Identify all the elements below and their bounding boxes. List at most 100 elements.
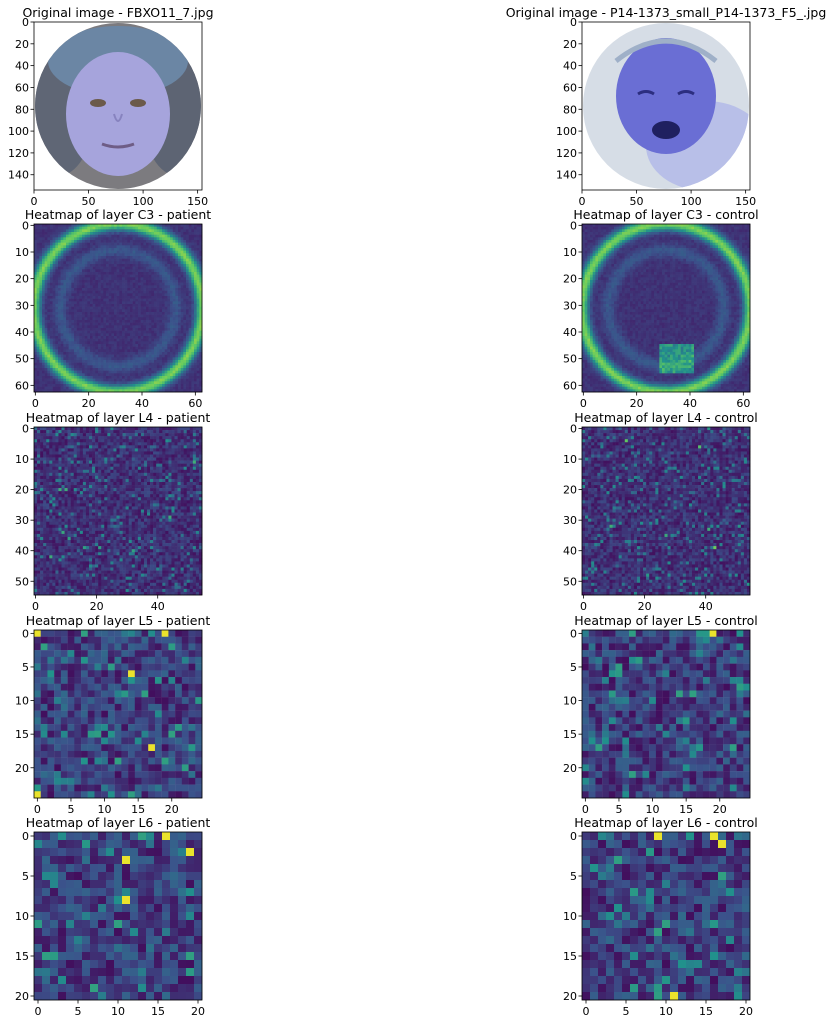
heatmap-cell xyxy=(154,306,157,310)
heatmap-cell xyxy=(140,349,144,353)
heatmap-cell xyxy=(734,258,737,262)
heatmap-cell xyxy=(135,341,139,345)
heatmap-cell xyxy=(87,234,91,238)
heatmap-cell xyxy=(191,290,195,294)
heatmap-cell xyxy=(68,378,72,382)
heatmap-cell xyxy=(103,232,107,235)
heatmap-cell xyxy=(95,322,99,326)
heatmap-cell xyxy=(710,248,713,251)
heatmap-cell xyxy=(662,237,665,241)
heatmap-cell xyxy=(42,309,45,313)
heatmap-cell xyxy=(156,320,160,323)
heatmap-cell xyxy=(199,232,203,235)
heatmap-cell xyxy=(122,370,125,374)
heatmap-cell xyxy=(696,232,700,235)
heatmap-cell xyxy=(592,258,596,262)
heatmap-cell xyxy=(127,312,131,315)
heatmap-cell xyxy=(699,226,703,230)
heatmap-cell xyxy=(611,229,615,233)
heatmap-cell xyxy=(50,333,53,337)
heatmap-cell xyxy=(742,224,745,227)
heatmap-cell xyxy=(90,301,93,305)
heatmap-cell xyxy=(79,301,83,305)
heatmap-cell xyxy=(135,245,139,249)
heatmap-cell xyxy=(130,282,133,286)
heatmap-cell xyxy=(598,226,601,230)
heatmap-cell xyxy=(39,282,43,286)
heatmap-cell xyxy=(130,381,133,385)
heatmap-cell xyxy=(98,357,101,361)
heatmap-cell xyxy=(127,325,131,329)
heatmap-cell xyxy=(90,306,93,310)
heatmap-cell xyxy=(39,264,43,267)
heatmap-cell xyxy=(111,277,115,281)
heatmap-cell xyxy=(68,384,72,387)
heatmap-cell xyxy=(132,253,136,257)
heatmap-cell xyxy=(39,296,43,299)
heatmap-cell xyxy=(675,237,679,241)
heatmap-cell xyxy=(143,261,147,265)
heatmap-cell xyxy=(92,376,96,379)
heatmap-cell xyxy=(704,258,708,262)
heatmap-cell xyxy=(66,226,69,230)
heatmap-cell xyxy=(138,360,141,363)
heatmap-cell xyxy=(154,304,157,307)
heatmap-cell xyxy=(52,229,56,233)
heatmap-cell xyxy=(103,256,107,259)
heatmap-cell xyxy=(178,293,181,297)
heatmap-cell xyxy=(654,245,657,249)
heatmap-cell xyxy=(191,258,195,262)
heatmap-cell xyxy=(744,224,748,227)
heatmap-cell xyxy=(76,253,80,257)
heatmap-cell xyxy=(162,341,165,345)
heatmap-cell xyxy=(162,317,165,321)
heatmap-cell xyxy=(124,237,128,241)
heatmap-cell xyxy=(42,298,45,302)
heatmap-cell xyxy=(119,322,123,326)
heatmap-cell xyxy=(92,373,96,377)
heatmap-cell xyxy=(52,352,56,355)
heatmap-cell xyxy=(199,320,203,323)
heatmap-cell xyxy=(675,229,679,233)
heatmap-cell xyxy=(50,317,53,321)
heatmap-cell xyxy=(119,312,123,315)
heatmap-cell xyxy=(672,226,676,230)
heatmap-cell xyxy=(736,250,740,254)
heatmap-cell xyxy=(715,253,719,257)
heatmap-cell xyxy=(148,253,152,257)
heatmap-cell xyxy=(127,314,131,318)
heatmap-cell xyxy=(723,250,727,254)
heatmap-cell xyxy=(76,242,80,246)
heatmap-cell xyxy=(60,264,64,267)
heatmap-cell xyxy=(122,226,125,230)
heatmap-cell xyxy=(100,381,104,385)
heatmap-cell xyxy=(643,229,647,233)
heatmap-cell xyxy=(151,253,155,257)
heatmap-cell xyxy=(127,237,131,241)
heatmap-cell xyxy=(119,293,123,297)
heatmap-cell xyxy=(175,282,179,286)
heatmap-cell xyxy=(52,362,56,366)
heatmap-cell xyxy=(175,245,179,249)
heatmap-cell xyxy=(135,290,139,294)
heatmap-cell xyxy=(90,314,93,318)
heatmap-cell xyxy=(111,226,115,230)
heatmap-cell xyxy=(98,261,101,265)
heatmap-cell xyxy=(87,376,91,379)
heatmap-cell xyxy=(52,293,56,297)
heatmap-cell xyxy=(132,234,136,238)
heatmap-cell xyxy=(678,248,681,251)
heatmap-cell xyxy=(603,237,607,241)
heatmap-cell xyxy=(731,224,735,227)
heatmap-cell xyxy=(651,250,655,254)
heatmap-cell xyxy=(159,309,163,313)
heatmap-cell xyxy=(87,344,91,347)
heatmap-cell xyxy=(162,248,165,251)
heatmap-cell xyxy=(52,346,56,350)
heatmap-cell xyxy=(662,253,665,257)
heatmap-cell xyxy=(736,232,740,235)
heatmap-cell xyxy=(47,328,51,331)
heatmap-cell xyxy=(199,384,203,387)
heatmap-cell xyxy=(68,352,72,355)
heatmap-cell xyxy=(87,301,91,305)
